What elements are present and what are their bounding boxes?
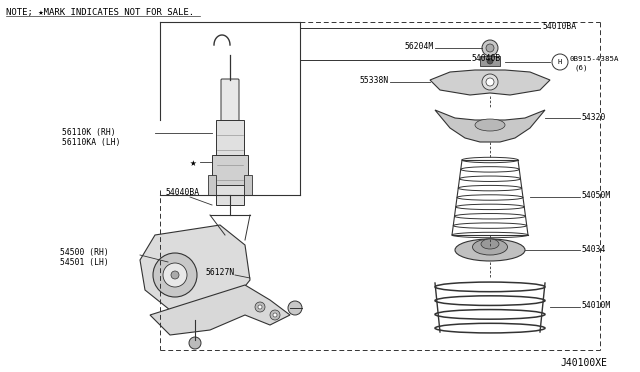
Circle shape	[486, 44, 494, 52]
Polygon shape	[140, 225, 250, 315]
Bar	[480, 56, 500, 66]
Ellipse shape	[475, 119, 505, 131]
Polygon shape	[435, 110, 545, 142]
FancyBboxPatch shape	[221, 79, 239, 121]
Text: 56127N: 56127N	[205, 268, 234, 277]
Circle shape	[273, 313, 277, 317]
Bar	[208, 175, 216, 195]
Bar	[212, 155, 248, 185]
Circle shape	[171, 271, 179, 279]
Circle shape	[255, 302, 265, 312]
Text: ★: ★	[190, 158, 196, 168]
Text: NOTE; ★MARK INDICATES NOT FOR SALE.: NOTE; ★MARK INDICATES NOT FOR SALE.	[6, 8, 194, 17]
Text: 54500 (RH): 54500 (RH)	[60, 248, 109, 257]
Circle shape	[153, 253, 197, 297]
Text: 56204M: 56204M	[405, 42, 435, 51]
Bar	[216, 120, 244, 205]
Text: 54501 (LH): 54501 (LH)	[60, 258, 109, 267]
Bar	[244, 175, 252, 195]
Text: 54040B: 54040B	[472, 54, 501, 63]
Circle shape	[258, 305, 262, 309]
Text: 54320: 54320	[582, 113, 606, 122]
Text: 54010BA: 54010BA	[543, 22, 577, 31]
Circle shape	[482, 40, 498, 56]
Ellipse shape	[472, 239, 508, 255]
Polygon shape	[150, 285, 290, 335]
Ellipse shape	[481, 239, 499, 249]
Polygon shape	[430, 70, 550, 95]
Text: 56110K (RH): 56110K (RH)	[62, 128, 116, 137]
Text: 55338N: 55338N	[360, 76, 389, 85]
Ellipse shape	[455, 239, 525, 261]
Text: 0B915-4385A: 0B915-4385A	[570, 56, 620, 62]
Circle shape	[487, 58, 493, 64]
Circle shape	[486, 78, 494, 86]
Text: J40100XE: J40100XE	[560, 358, 607, 368]
Circle shape	[552, 54, 568, 70]
Text: 54040BA: 54040BA	[165, 188, 199, 197]
Circle shape	[163, 263, 187, 287]
Text: 54034: 54034	[582, 245, 606, 254]
Text: 54010M: 54010M	[582, 301, 611, 310]
Circle shape	[288, 301, 302, 315]
Text: H: H	[558, 59, 562, 65]
Text: 56110KA (LH): 56110KA (LH)	[62, 138, 120, 147]
Circle shape	[270, 310, 280, 320]
Text: (6): (6)	[575, 64, 589, 71]
Text: 54050M: 54050M	[582, 191, 611, 200]
Circle shape	[189, 337, 201, 349]
Circle shape	[482, 74, 498, 90]
